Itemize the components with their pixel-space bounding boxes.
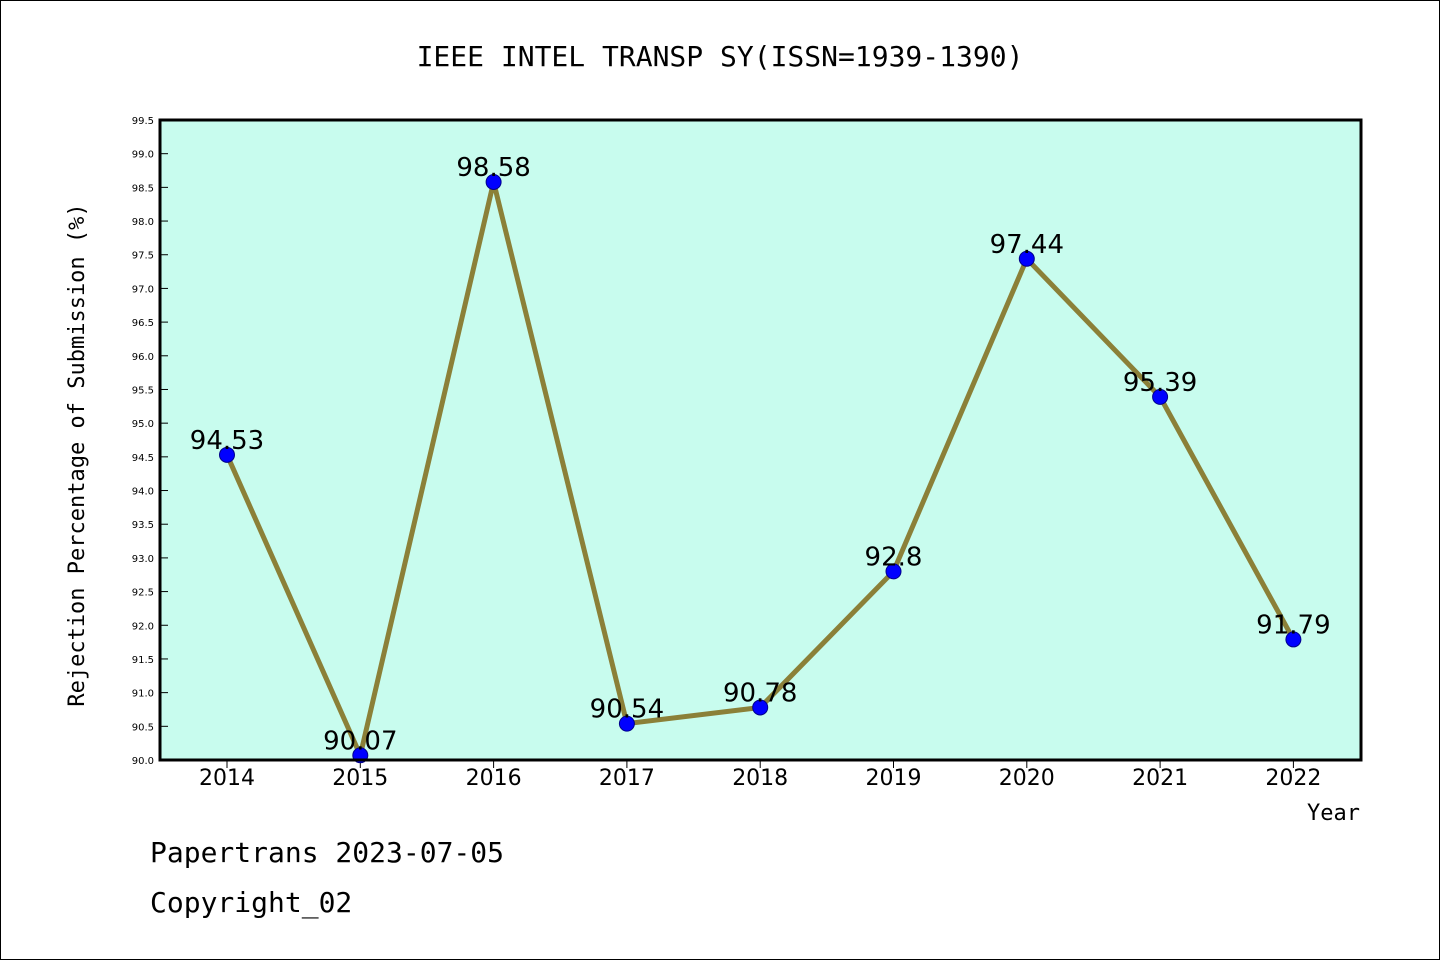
x-tick-label: 2020 — [999, 766, 1055, 791]
y-tick-label: 98.0 — [132, 217, 154, 228]
data-point-marker — [752, 699, 769, 716]
data-point-marker — [885, 563, 902, 580]
x-axis-label: Year — [1307, 801, 1360, 826]
y-axis-label: Rejection Percentage of Submission (%) — [65, 203, 90, 706]
y-tick-label: 92.0 — [132, 621, 154, 632]
data-point-label: 90.07 — [323, 726, 397, 756]
x-tick-label: 2015 — [332, 766, 388, 791]
data-labels-group: 94.53 90.07 98.58 90.54 90.78 92.8 97.44 95.39 9… — [190, 153, 1331, 756]
y-tick-label: 93.0 — [132, 554, 154, 565]
x-tick-label: 2014 — [199, 766, 255, 791]
x-tick-label: 2022 — [1265, 766, 1321, 791]
y-tick-label: 90.0 — [132, 756, 154, 767]
y-tick-label: 98.5 — [132, 183, 154, 194]
x-tick-label: 2018 — [732, 766, 788, 791]
data-point-marker — [1018, 250, 1035, 267]
y-tick-label: 91.0 — [132, 689, 154, 700]
y-tick-label: 96.5 — [132, 318, 154, 329]
x-tick-label: 2016 — [466, 766, 522, 791]
y-tick-label: 99.5 — [132, 116, 154, 127]
data-point-label: 98.58 — [456, 153, 530, 183]
x-tick-label: 2019 — [866, 766, 922, 791]
data-point-marker — [485, 173, 502, 190]
data-point-marker — [1285, 631, 1302, 648]
y-axis: 90.0 90.5 91.0 91.5 92.0 92.5 93.0 93.5 94.0 94.5… — [132, 116, 168, 767]
y-tick-label: 90.5 — [132, 722, 154, 733]
data-point-label: 92.8 — [865, 542, 923, 572]
y-tick-label: 99.0 — [132, 150, 154, 161]
data-point-marker — [219, 446, 235, 463]
y-tick-label: 92.5 — [132, 588, 154, 599]
x-tick-label: 2021 — [1132, 766, 1188, 791]
y-tick-label: 97.0 — [132, 284, 154, 295]
data-point-label: 97.44 — [990, 230, 1064, 260]
x-tick-label: 2017 — [599, 766, 655, 791]
y-tick-label: 93.5 — [132, 520, 154, 531]
y-tick-label: 91.5 — [132, 655, 154, 666]
markers-group — [219, 173, 1302, 764]
x-axis: 2014 2015 2016 2017 2018 2019 2020 2021 2022 — [199, 760, 1321, 791]
data-point-label: 90.54 — [590, 695, 664, 725]
y-tick-label: 94.0 — [132, 487, 154, 498]
data-point-label: 95.39 — [1123, 368, 1197, 398]
y-tick-label: 95.5 — [132, 385, 154, 396]
footer-source: Papertrans 2023-07-05 — [150, 836, 505, 869]
data-point-marker — [1152, 388, 1169, 405]
y-tick-label: 94.5 — [132, 453, 154, 464]
footer-copyright: Copyright_02 — [150, 886, 353, 919]
y-tick-label: 95.0 — [132, 419, 154, 430]
data-point-marker — [618, 715, 635, 732]
plot-border — [158, 118, 1363, 762]
y-tick-label: 97.5 — [132, 251, 154, 262]
chart-title: IEEE INTEL TRANSP SY(ISSN=1939-1390) — [417, 40, 1024, 73]
data-point-label: 90.78 — [723, 678, 797, 708]
data-point-label: 91.79 — [1256, 610, 1330, 640]
data-point-label: 94.53 — [190, 426, 264, 456]
y-tick-label: 96.0 — [132, 352, 154, 363]
plot-area — [160, 120, 1361, 760]
